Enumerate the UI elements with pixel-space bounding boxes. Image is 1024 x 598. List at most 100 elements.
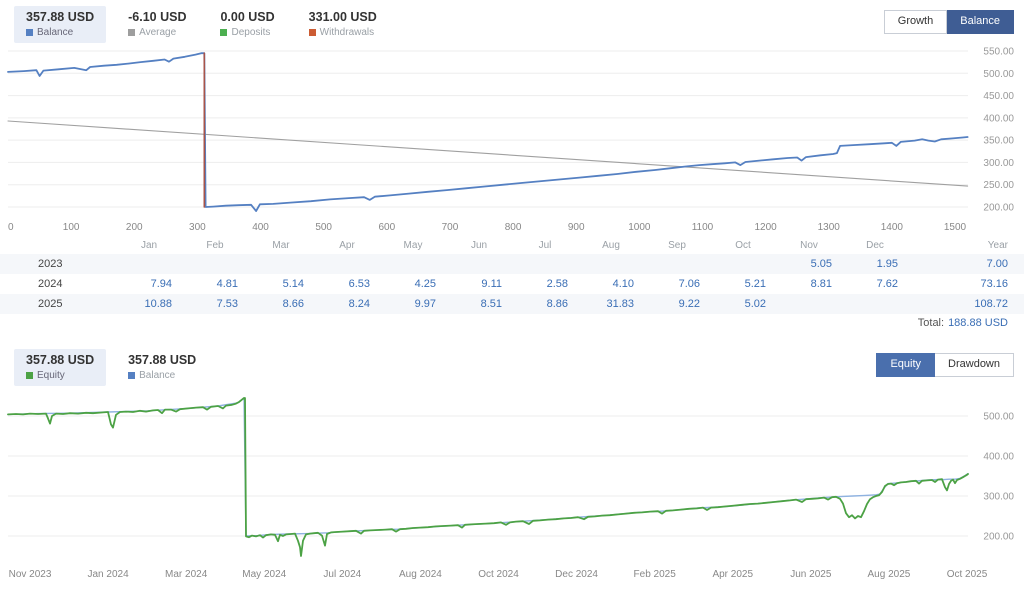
x-tick-label: 300	[189, 222, 206, 233]
average-label: Average	[139, 27, 177, 38]
x-tick-label: Oct 2025	[947, 569, 988, 580]
table-cell	[248, 254, 314, 274]
row-year-label: 2025	[38, 298, 63, 310]
y-tick-label: 300.00	[983, 492, 1014, 503]
table-header-may: May	[403, 240, 423, 251]
table-cell: 7.06	[678, 278, 700, 290]
table-cell: 10.88	[144, 298, 172, 310]
average-value: -6.10 USD	[128, 10, 187, 24]
legend-deposits[interactable]: 0.00 USD Deposits	[208, 6, 286, 43]
y-tick-label: 500.00	[983, 412, 1014, 423]
x-tick-label: 1400	[881, 222, 904, 233]
equity-label: Equity	[37, 370, 65, 381]
table-header-year: Year	[987, 240, 1008, 251]
equity-drawdown-tabs: Equity Drawdown	[876, 353, 1014, 377]
withdrawals-value: 331.00 USD	[308, 10, 377, 24]
balance-chart: 550.00 500.00 450.00 400.00 350.00 300.00 250.…	[7, 47, 1014, 233]
y-tick-label: 300.00	[983, 158, 1014, 169]
x-tick-label: 900	[568, 222, 585, 233]
x-tick-label: 500	[315, 222, 332, 233]
table-cell: 7.53	[216, 298, 238, 310]
table-cell: 8.51	[480, 298, 502, 310]
table-cell: 9.11	[481, 278, 502, 290]
y-tick-label: 200.00	[983, 532, 1014, 543]
deposits-marker-icon	[220, 29, 228, 36]
x-tick-label: Dec 2024	[555, 569, 598, 580]
table-cell: 5.05	[810, 258, 832, 270]
table-cell: 4.81	[216, 278, 238, 290]
table-cell: 8.24	[348, 298, 370, 310]
table-cell: 4.25	[414, 278, 436, 290]
table-row-2024: 2024 7.94 4.81 5.14 6.53 4.25 9.11 2.58 4.10 7.06…	[0, 274, 1024, 294]
table-cell	[380, 254, 446, 274]
table-cell: 7.62	[876, 278, 898, 290]
x-tick-label: 700	[442, 222, 459, 233]
table-cell	[314, 254, 380, 274]
legend-average[interactable]: -6.10 USD Average	[116, 6, 198, 43]
y-tick-label: 450.00	[983, 91, 1014, 102]
table-header-aug: Aug	[602, 240, 620, 251]
equity-section-header: 357.88 USD Equity 357.88 USD Balance Equ…	[0, 343, 1024, 386]
table-cell: 8.86	[546, 298, 568, 310]
table-cell: 4.10	[612, 278, 634, 290]
table-cell	[512, 254, 578, 274]
balance-legend: 357.88 USD Balance -6.10 USD Average 0.0…	[14, 6, 389, 43]
table-header-jun: Jun	[470, 240, 488, 251]
table-cell	[710, 254, 776, 274]
table-row-2025: 2025 10.88 7.53 8.66 8.24 9.97 8.51 8.86 31.83 9.…	[0, 294, 1024, 314]
table-cell: 9.22	[678, 298, 700, 310]
balance2-marker-icon	[128, 372, 136, 379]
x-tick-label: 0	[8, 222, 14, 233]
table-cell: 2.58	[546, 278, 568, 290]
legend-balance[interactable]: 357.88 USD Balance	[14, 6, 107, 43]
series-equity-line	[7, 397, 969, 557]
table-cell: 5.21	[744, 278, 766, 290]
equity-chart: 500.00 400.00 300.00 200.00 Nov 2023 Jan 2024…	[7, 397, 1014, 580]
table-cell: 31.83	[606, 298, 634, 310]
table-cell	[182, 254, 248, 274]
table-header-apr: Apr	[339, 240, 355, 251]
series-balance-line	[7, 397, 969, 537]
withdrawals-label: Withdrawals	[319, 27, 375, 38]
table-header-oct: Oct	[735, 240, 751, 251]
legend-balance-2[interactable]: 357.88 USD Balance	[116, 349, 208, 386]
x-tick-label: 1000	[628, 222, 651, 233]
tab-balance[interactable]: Balance	[947, 10, 1014, 34]
x-tick-label: 1500	[944, 222, 967, 233]
equity-legend: 357.88 USD Equity 357.88 USD Balance	[14, 349, 208, 386]
table-cell: 1.95	[876, 258, 898, 270]
equity-marker-icon	[26, 372, 33, 379]
balance2-value: 357.88 USD	[128, 353, 197, 367]
series-average-line	[7, 120, 969, 187]
y-tick-label: 400.00	[983, 113, 1014, 124]
legend-withdrawals[interactable]: 331.00 USD Withdrawals	[297, 6, 389, 43]
average-marker-icon	[128, 29, 136, 36]
table-cell: 7.94	[150, 278, 172, 290]
table-header-mar: Mar	[272, 240, 290, 251]
tab-equity[interactable]: Equity	[876, 353, 936, 377]
withdrawals-marker-icon	[308, 29, 316, 36]
table-cell	[776, 294, 842, 314]
table-header-jan: Jan	[140, 240, 158, 251]
table-cell	[842, 294, 908, 314]
y-tick-label: 200.00	[983, 203, 1014, 214]
x-tick-label: 1300	[818, 222, 841, 233]
x-tick-label: 1100	[692, 222, 714, 233]
x-tick-label: Mar 2024	[165, 569, 208, 580]
tab-drawdown[interactable]: Drawdown	[935, 353, 1014, 377]
table-cell	[644, 254, 710, 274]
x-tick-label: Jan 2024	[88, 569, 130, 580]
y-tick-label: 500.00	[983, 69, 1014, 80]
deposits-label: Deposits	[231, 27, 271, 38]
growth-balance-tabs: Growth Balance	[883, 10, 1014, 34]
table-header-jul: Jul	[538, 240, 552, 251]
tab-growth[interactable]: Growth	[883, 10, 948, 34]
x-tick-label: Oct 2024	[478, 569, 519, 580]
table-cell: 73.16	[980, 278, 1008, 290]
table-total: Total: 188.88 USD	[0, 314, 1024, 337]
x-tick-label: Nov 2023	[9, 569, 52, 580]
table-cell	[446, 254, 512, 274]
balance2-label: Balance	[139, 370, 176, 381]
legend-equity[interactable]: 357.88 USD Equity	[14, 349, 107, 386]
table-header-dec: Dec	[866, 240, 884, 251]
